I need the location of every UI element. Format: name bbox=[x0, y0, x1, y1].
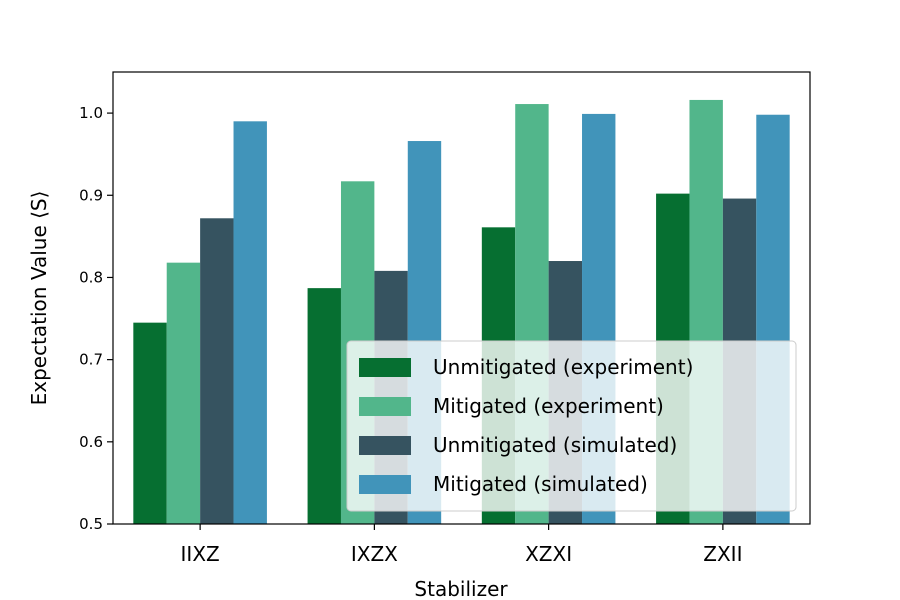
legend-label-2: Mitigated (experiment) bbox=[433, 394, 664, 418]
y-tick-label: 0.7 bbox=[79, 351, 103, 369]
x-axis: IIXZ IXZX XZXI ZXII bbox=[181, 524, 742, 566]
legend-box bbox=[346, 340, 797, 512]
legend: Unmitigated (experiment) Mitigated (exper… bbox=[346, 340, 797, 512]
x-tick-label-ixzx: IXZX bbox=[351, 542, 398, 566]
x-tick-label-zxii: ZXII bbox=[703, 542, 742, 566]
y-tick-label: 0.6 bbox=[79, 433, 103, 451]
legend-swatch-2 bbox=[359, 397, 411, 416]
bar-iixz-series-3 bbox=[200, 218, 234, 524]
legend-label-1: Unmitigated (experiment) bbox=[433, 355, 693, 379]
x-tick-label-iixz: IIXZ bbox=[181, 542, 220, 566]
legend-label-4: Mitigated (simulated) bbox=[433, 472, 648, 496]
x-tick-label-xzxi: XZXI bbox=[525, 542, 572, 566]
y-tick-label: 0.8 bbox=[79, 268, 103, 286]
y-tick-label: 0.5 bbox=[79, 515, 103, 533]
y-axis-label: Expectation Value ⟨S⟩ bbox=[27, 191, 51, 406]
y-tick-label: 0.9 bbox=[79, 186, 103, 204]
bar-ixzx-series-1 bbox=[307, 288, 341, 524]
bar-iixz-series-2 bbox=[166, 262, 201, 524]
plot-frame bbox=[112, 71, 811, 525]
bar-iixz-series-1 bbox=[133, 322, 167, 524]
legend-swatch-3 bbox=[359, 436, 411, 455]
legend-label-3: Unmitigated (simulated) bbox=[433, 433, 677, 457]
y-tick-label: 1.0 bbox=[79, 104, 103, 122]
legend-swatch-4 bbox=[359, 475, 411, 494]
x-axis-label: Stabilizer bbox=[414, 577, 508, 600]
y-axis: 0.5 0.6 0.7 0.8 0.9 1.0 bbox=[79, 104, 113, 533]
bar-iixz-series-4 bbox=[233, 121, 267, 525]
legend-swatch-1 bbox=[359, 358, 411, 377]
